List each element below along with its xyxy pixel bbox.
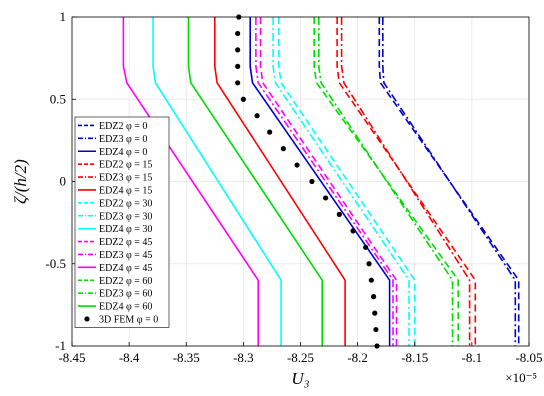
legend-entry-label: EDZ4 φ = 15	[99, 185, 152, 196]
fem-data-point	[372, 310, 378, 316]
series-12-line	[313, 17, 460, 346]
y-axis-label: ζ/(h/2)	[11, 159, 30, 204]
legend-entry-label: EDZ4 φ = 30	[99, 224, 152, 235]
legend-entry-label: EDZ2 φ = 45	[99, 237, 152, 248]
legend-entry-label: EDZ3 φ = 15	[99, 173, 152, 184]
series-11-line	[122, 17, 260, 346]
legend-entry-label: EDZ3 φ = 45	[99, 250, 152, 261]
x-tick-label: -8.45	[58, 350, 85, 365]
series-10-line	[255, 17, 394, 346]
series-14-line	[187, 17, 324, 346]
y-tick-label: -1	[55, 338, 66, 353]
fem-data-point	[323, 195, 329, 201]
x-tick-label: -8.1	[462, 350, 483, 365]
legend-swatch	[84, 316, 90, 322]
legend-entry-label: EDZ3 φ = 0	[99, 134, 147, 145]
y-tick-label: 1	[60, 9, 67, 24]
fem-data-point	[363, 244, 369, 250]
y-tick-label: 0	[60, 174, 67, 189]
legend-entry-label: 3D FEM φ = 0	[99, 314, 158, 325]
fem-data-point	[371, 294, 377, 300]
x-tick-label: -8.3	[233, 350, 254, 365]
legend-entry-label: EDZ2 φ = 15	[99, 160, 152, 171]
fem-data-point	[267, 129, 273, 135]
series-1-line	[381, 17, 517, 346]
series-7-line	[272, 17, 410, 346]
legend-entry-label: EDZ4 φ = 60	[99, 302, 152, 313]
x-tick-label: -8.35	[173, 350, 200, 365]
fem-data-point	[235, 80, 241, 86]
y-tick-label: 0.5	[50, 91, 66, 106]
legend-entry-label: EDZ4 φ = 0	[99, 147, 147, 158]
legend-entry-label: EDZ3 φ = 60	[99, 289, 152, 300]
fem-data-point	[373, 326, 379, 333]
fem-data-point	[336, 211, 342, 217]
fem-data-point	[240, 96, 246, 102]
legend-box	[74, 116, 170, 328]
fem-data-point	[366, 261, 372, 267]
plot-series	[122, 14, 520, 349]
x-axis-multiplier: ×10⁻⁵	[505, 370, 537, 385]
legend-entry-label: EDZ2 φ = 60	[99, 276, 152, 287]
fem-data-point	[350, 228, 356, 234]
fem-data-point	[309, 178, 315, 185]
fem-data-point	[294, 162, 300, 168]
fem-data-point	[368, 277, 374, 283]
axis-ticks: -8.45 -8.4 -8.35 -8.3 -8.25 -8.2 -8.15 -8.1 -8.0…	[45, 9, 542, 365]
fem-data-point	[280, 146, 286, 152]
x-tick-label: -8.25	[287, 350, 314, 365]
legend: EDZ2 φ = 0 EDZ3 φ = 0 EDZ4 φ = 0 EDZ2 φ = 1…	[74, 116, 170, 328]
legend-entry-label: EDZ4 φ = 45	[99, 263, 152, 274]
series-5-line	[214, 17, 346, 346]
y-tick-label: -0.5	[45, 256, 66, 271]
series-13-line	[317, 17, 454, 346]
x-tick-label: -8.15	[401, 350, 428, 365]
fem-data-point	[235, 30, 241, 37]
x-tick-label: -8.4	[119, 350, 140, 365]
legend-entry-label: EDZ2 φ = 0	[99, 121, 147, 132]
fem-data-point	[235, 63, 241, 69]
fem-data-point	[235, 47, 241, 53]
x-tick-label: -8.05	[515, 350, 542, 365]
series-8-line	[152, 17, 282, 346]
x-axis-label: U₃	[291, 369, 309, 388]
series-4-line	[340, 17, 471, 346]
series-2-line	[249, 17, 391, 346]
fem-data-point	[254, 113, 260, 119]
x-tick-label: -8.2	[347, 350, 368, 365]
legend-entry-label: EDZ3 φ = 30	[99, 211, 152, 222]
legend-entry-label: EDZ2 φ = 30	[99, 198, 152, 209]
